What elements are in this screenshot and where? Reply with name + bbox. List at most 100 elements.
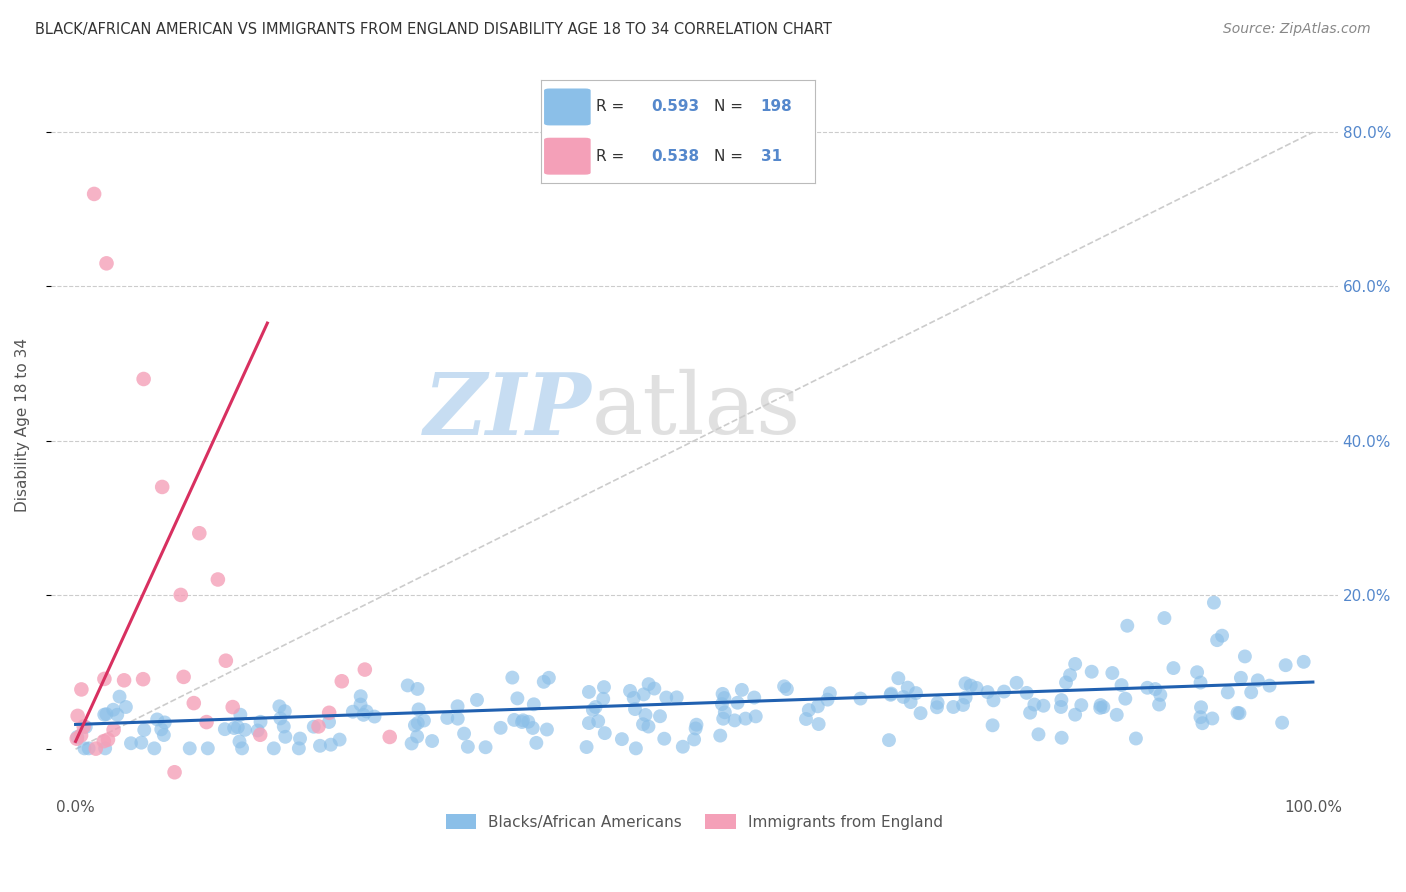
Point: [710, 697, 733, 711]
Point: [1211, 629, 1233, 643]
Point: [93, 707, 115, 722]
Text: BLACK/AFRICAN AMERICAN VS IMMIGRANTS FROM ENGLAND DISABILITY AGE 18 TO 34 CORREL: BLACK/AFRICAN AMERICAN VS IMMIGRANTS FRO…: [35, 22, 832, 37]
Point: [302, 720, 325, 734]
Point: [685, 717, 707, 731]
Point: [683, 732, 706, 747]
Point: [465, 693, 488, 707]
Point: [877, 733, 900, 747]
Legend: Blacks/African Americans, Immigrants from England: Blacks/African Americans, Immigrants fro…: [440, 807, 949, 836]
Text: N =: N =: [714, 149, 748, 164]
Point: [103, 723, 125, 737]
Point: [942, 700, 965, 714]
Point: [522, 721, 544, 735]
Point: [329, 732, 352, 747]
Point: [1189, 700, 1212, 714]
Point: [1050, 700, 1073, 714]
Text: R =: R =: [596, 99, 630, 114]
Point: [93, 672, 115, 686]
Point: [1015, 686, 1038, 700]
Point: [582, 703, 605, 717]
Point: [807, 699, 830, 714]
Point: [406, 681, 429, 696]
Point: [70, 728, 93, 742]
Point: [1125, 731, 1147, 746]
Point: [711, 687, 734, 701]
Point: [1274, 658, 1296, 673]
Point: [952, 698, 974, 712]
Point: [66, 731, 89, 746]
Point: [1201, 711, 1223, 725]
Point: [900, 695, 922, 709]
Point: [1114, 691, 1136, 706]
Point: [927, 696, 949, 710]
Point: [214, 722, 236, 736]
Point: [1111, 678, 1133, 692]
Text: 31: 31: [761, 149, 782, 164]
Point: [655, 690, 678, 705]
Text: atlas: atlas: [592, 369, 800, 452]
Text: N =: N =: [714, 99, 748, 114]
Point: [714, 706, 737, 720]
Point: [132, 372, 155, 386]
Point: [1206, 633, 1229, 648]
Point: [1240, 685, 1263, 699]
Text: 198: 198: [761, 99, 793, 114]
Point: [150, 480, 173, 494]
Point: [593, 680, 616, 694]
Point: [910, 706, 932, 721]
Point: [112, 673, 135, 688]
Point: [195, 715, 218, 730]
Point: [66, 730, 89, 744]
Point: [887, 671, 910, 685]
FancyBboxPatch shape: [544, 88, 591, 126]
Point: [146, 713, 169, 727]
Point: [1189, 710, 1212, 724]
Point: [489, 721, 512, 735]
Point: [269, 699, 291, 714]
Text: R =: R =: [596, 149, 630, 164]
Point: [170, 588, 193, 602]
Point: [1105, 707, 1128, 722]
Point: [981, 718, 1004, 732]
Point: [73, 741, 96, 756]
Point: [807, 717, 830, 731]
Point: [742, 690, 765, 705]
Point: [1292, 655, 1315, 669]
Point: [585, 700, 607, 714]
Point: [108, 690, 131, 704]
Point: [1116, 619, 1139, 633]
Point: [75, 720, 97, 734]
Point: [773, 679, 796, 693]
Point: [776, 681, 799, 696]
Point: [723, 714, 745, 728]
Point: [1050, 693, 1073, 707]
Point: [1153, 611, 1175, 625]
Point: [794, 712, 817, 726]
Point: [897, 681, 920, 695]
Point: [96, 256, 118, 270]
Point: [1005, 676, 1028, 690]
Point: [1136, 681, 1159, 695]
Point: [226, 720, 249, 734]
Point: [1092, 700, 1115, 714]
Point: [1024, 698, 1046, 712]
Point: [1070, 698, 1092, 712]
Point: [685, 722, 707, 736]
Point: [413, 714, 436, 728]
Point: [517, 714, 540, 729]
Point: [274, 730, 297, 744]
Point: [817, 692, 839, 706]
Point: [1059, 668, 1081, 682]
Point: [197, 741, 219, 756]
Point: [1064, 657, 1087, 671]
Point: [1019, 706, 1042, 720]
Point: [401, 737, 423, 751]
Point: [955, 676, 977, 690]
Point: [318, 714, 340, 729]
Point: [229, 707, 252, 722]
Point: [447, 712, 470, 726]
Point: [1247, 673, 1270, 688]
Point: [318, 706, 340, 720]
Point: [269, 711, 291, 725]
Point: [350, 689, 373, 703]
